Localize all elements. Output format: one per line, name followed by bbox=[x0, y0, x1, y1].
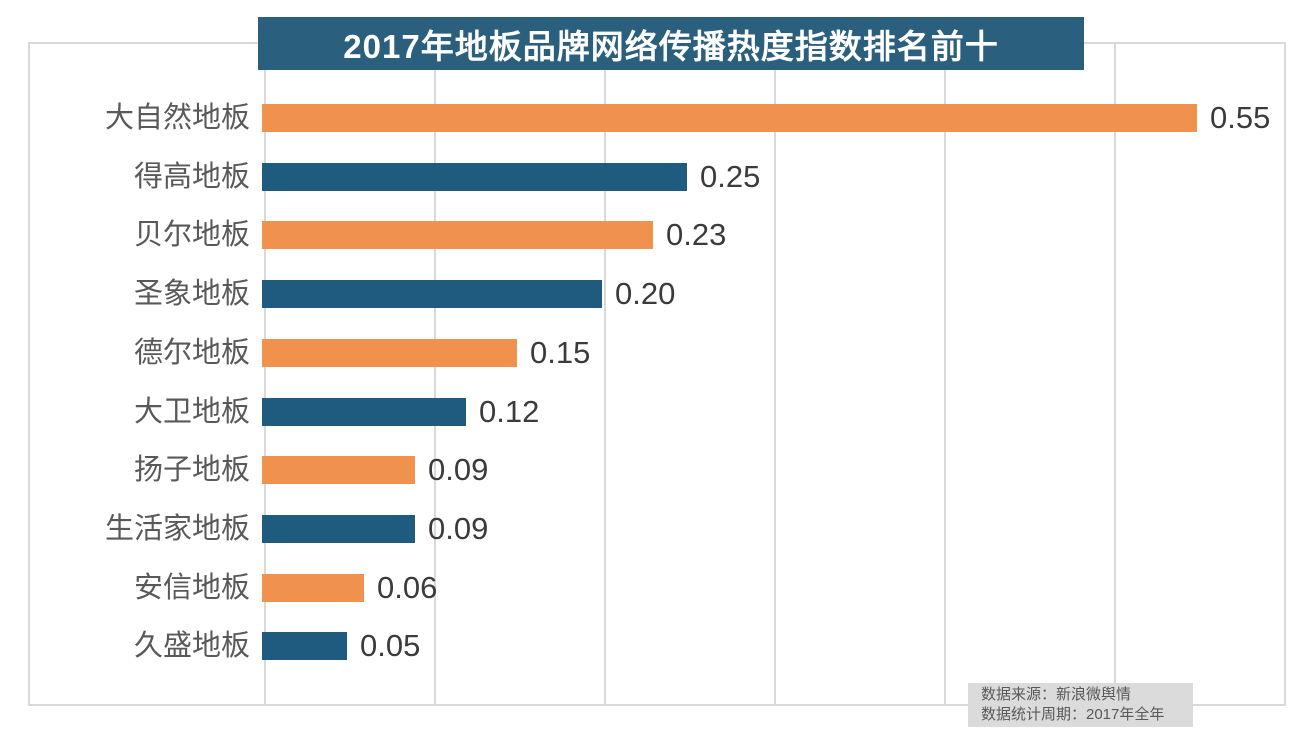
value-label: 0.20 bbox=[615, 276, 676, 311]
gridline bbox=[1114, 44, 1116, 704]
chart-title: 2017年地板品牌网络传播热度指数排名前十 bbox=[343, 27, 999, 65]
bar bbox=[262, 104, 1197, 132]
period-line: 数据统计周期：2017年全年 bbox=[981, 706, 1165, 723]
gridline bbox=[264, 44, 266, 704]
source-box: 数据来源：新浪微舆情 数据统计周期：2017年全年 bbox=[968, 683, 1193, 727]
category-label: 贝尔地板 bbox=[133, 219, 250, 251]
bar bbox=[262, 515, 415, 543]
category-label: 大自然地板 bbox=[104, 102, 250, 134]
bar bbox=[262, 574, 364, 602]
gridline bbox=[944, 44, 946, 704]
category-label: 圣象地板 bbox=[133, 278, 250, 310]
value-label: 0.09 bbox=[428, 511, 489, 546]
bar bbox=[262, 456, 415, 484]
category-label: 德尔地板 bbox=[133, 337, 250, 369]
gridline bbox=[434, 44, 436, 704]
bar bbox=[262, 163, 687, 191]
plot-area bbox=[28, 42, 1286, 706]
category-label: 得高地板 bbox=[133, 161, 250, 193]
title-banner: 2017年地板品牌网络传播热度指数排名前十 bbox=[258, 17, 1084, 70]
value-label: 0.05 bbox=[360, 628, 421, 663]
bar bbox=[262, 632, 347, 660]
category-label: 扬子地板 bbox=[133, 454, 250, 486]
value-label: 0.09 bbox=[428, 452, 489, 487]
source-line: 数据来源：新浪微舆情 bbox=[981, 686, 1132, 703]
category-label: 安信地板 bbox=[133, 572, 250, 604]
category-label: 大卫地板 bbox=[133, 396, 250, 428]
gridline bbox=[604, 44, 606, 704]
value-label: 0.15 bbox=[530, 335, 591, 370]
value-label: 0.12 bbox=[479, 394, 540, 429]
bar bbox=[262, 339, 517, 367]
value-label: 0.23 bbox=[666, 217, 727, 252]
value-label: 0.06 bbox=[377, 570, 438, 605]
value-label: 0.25 bbox=[700, 159, 761, 194]
category-label: 生活家地板 bbox=[104, 513, 250, 545]
bar bbox=[262, 280, 602, 308]
bar bbox=[262, 398, 466, 426]
gridline bbox=[774, 44, 776, 704]
bar bbox=[262, 221, 653, 249]
value-label: 0.55 bbox=[1210, 100, 1271, 135]
category-label: 久盛地板 bbox=[133, 630, 250, 662]
